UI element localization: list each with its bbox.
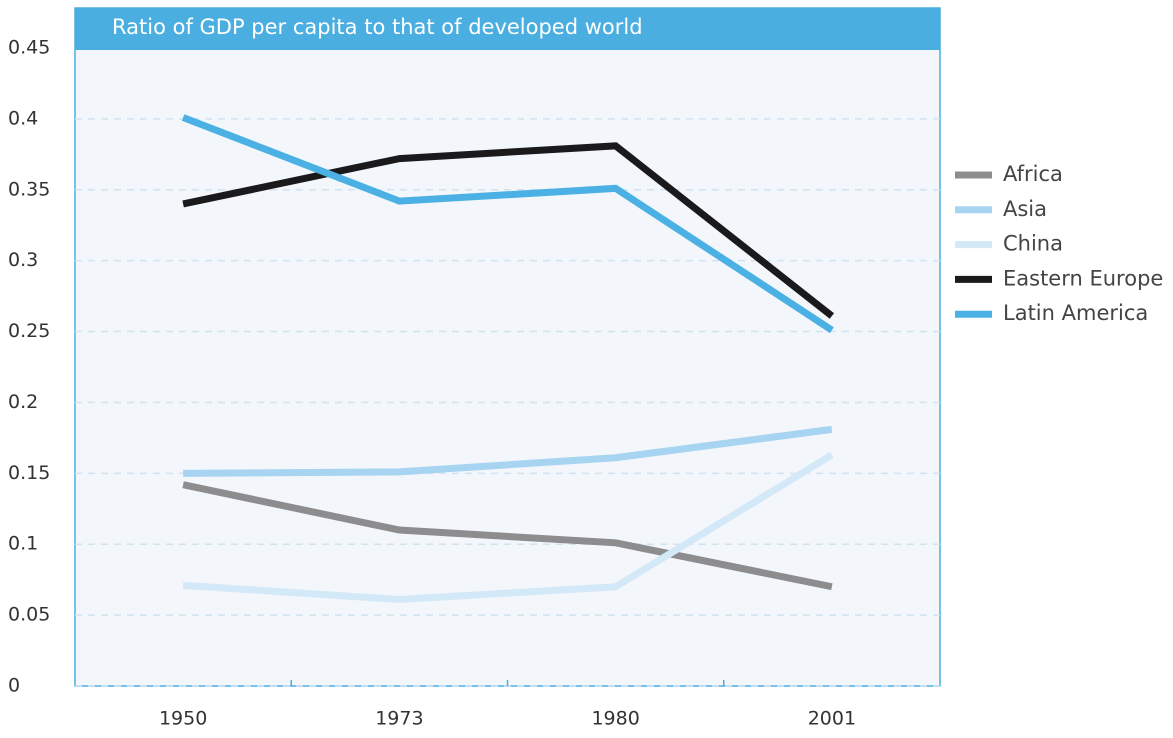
y-tick-label: 0.05 <box>8 604 50 626</box>
lines <box>181 114 835 604</box>
legend-label: Asia <box>1003 197 1047 221</box>
y-tick-label: 0 <box>8 675 20 697</box>
x-tick-label: 2001 <box>808 708 856 730</box>
legend-label: China <box>1003 232 1063 256</box>
title-bar <box>75 8 940 50</box>
y-tick-label: 0.25 <box>8 320 50 342</box>
y-tick-label: 0.4 <box>8 107 38 129</box>
y-tick-label: 0.3 <box>8 249 38 271</box>
series-line <box>183 425 833 477</box>
series-line <box>181 114 834 334</box>
chart-title: Ratio of GDP per capita to that of devel… <box>112 15 643 39</box>
series-line <box>182 451 834 604</box>
legend-label: Eastern Europe <box>1003 266 1163 290</box>
y-tick-label: 0.1 <box>8 533 38 555</box>
x-tick-label: 1980 <box>591 708 639 730</box>
x-tick-label: 1950 <box>159 708 207 730</box>
y-tick-label: 0.15 <box>8 462 50 484</box>
y-tick-label: 0.2 <box>8 391 38 413</box>
series-line <box>182 142 835 319</box>
series-line <box>182 481 833 591</box>
plot-area <box>74 7 941 687</box>
legend-label: Africa <box>1003 162 1063 186</box>
legend-label: Latin America <box>1003 301 1148 325</box>
x-tick-label: 1973 <box>375 708 423 730</box>
y-tick-label: 0.35 <box>8 178 50 200</box>
y-tick-label: 0.45 <box>8 37 50 59</box>
